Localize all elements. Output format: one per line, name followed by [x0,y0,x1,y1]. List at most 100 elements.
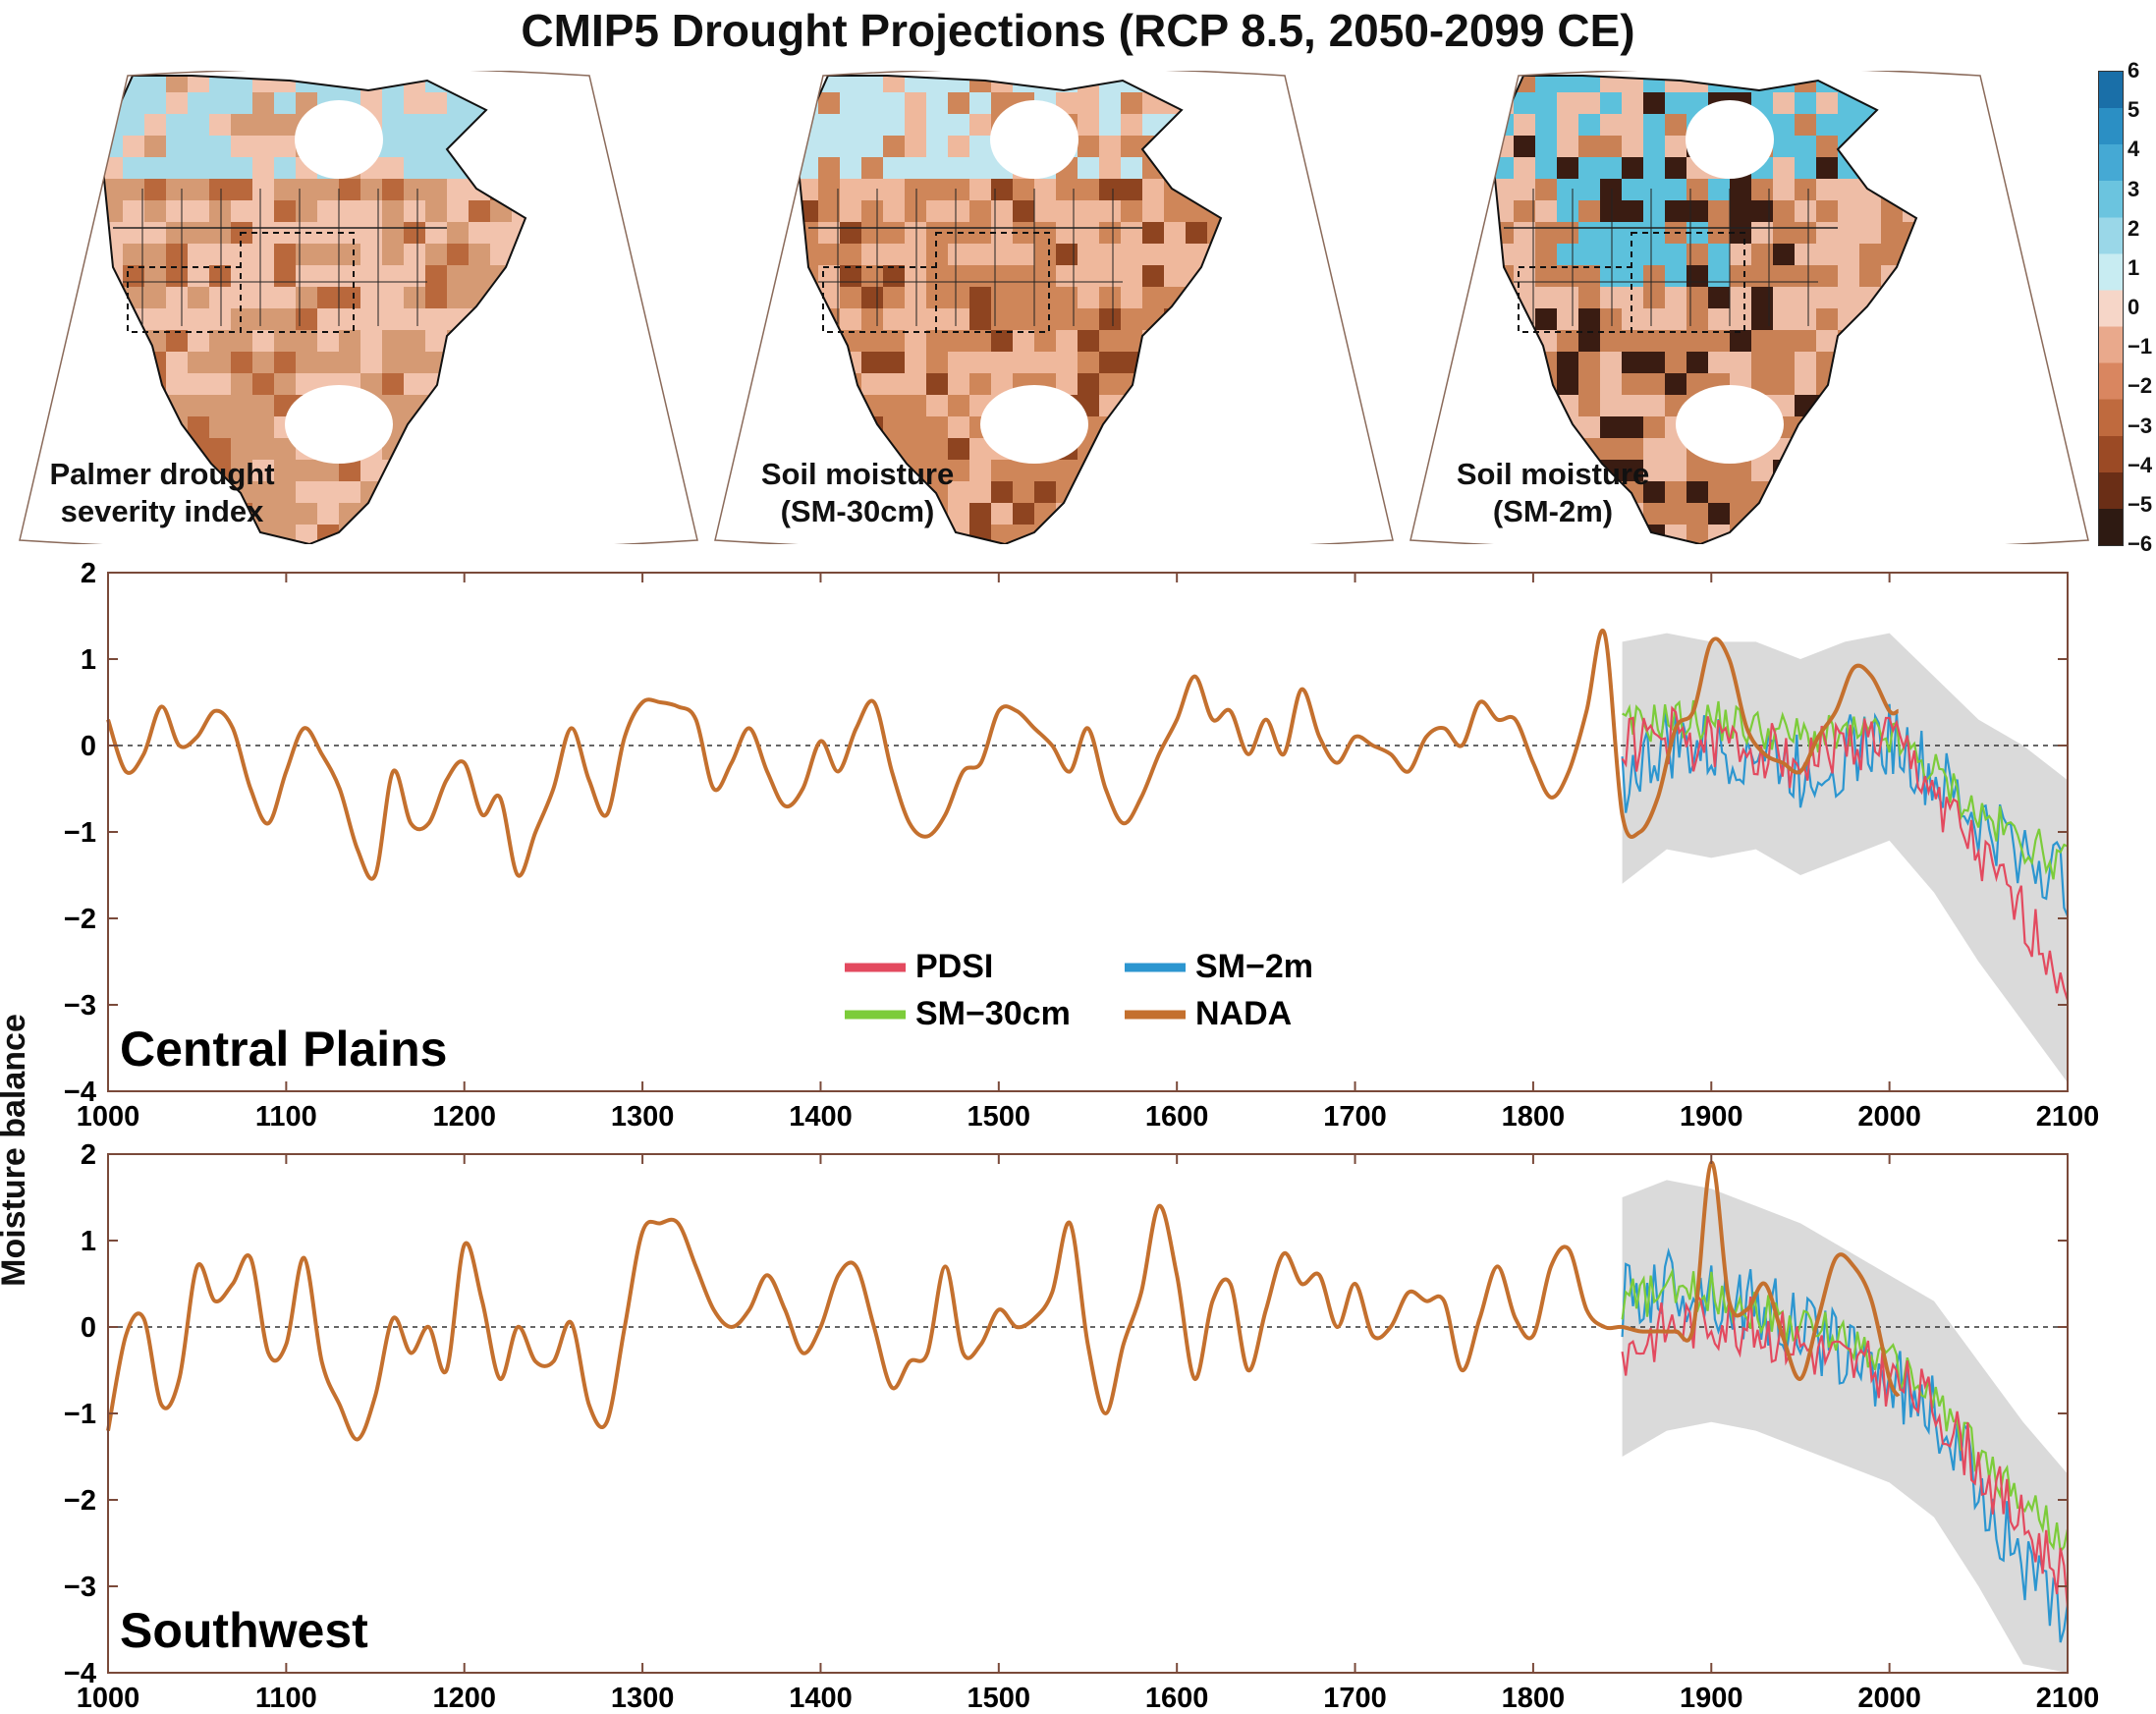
legend: PDSI SM−30cm SM−2m NADA [845,948,1313,1032]
map-sm30 [714,71,1394,544]
x-tick-label: 2100 [2036,1683,2100,1714]
series-nada [106,628,1900,881]
x-tick-label: 1000 [77,1101,140,1133]
ensemble-envelope [1622,633,2068,1083]
y-tick-label: −3 [64,1572,96,1603]
map-panel-sm2m: Soil moisture (SM-2m) [1406,71,2093,544]
y-tick-label: −2 [64,1485,96,1517]
map-label-line2: (SM-2m) [1492,494,1614,528]
legend-label-sm30: SM−30cm [915,995,1071,1032]
hudson-bay [295,100,383,179]
x-tick-label: 1100 [255,1683,317,1714]
x-tick-label: 1500 [967,1101,1031,1133]
y-tick-label: 1 [81,1226,96,1257]
coastline [797,75,1223,544]
x-tick-label: 1600 [1145,1683,1209,1714]
map-sm2m [1410,71,2089,544]
colorbar-tick: 2 [2128,215,2140,241]
legend-label-nada: NADA [1195,995,1292,1032]
central-plains-region [1631,232,1745,333]
colorbar-tick: 5 [2128,97,2140,123]
x-tick-label: 1800 [1502,1683,1566,1714]
central-plains-region [240,232,355,333]
x-tick-label: 1100 [255,1101,317,1133]
x-tick-label: 1200 [432,1683,496,1714]
gulf [980,385,1088,464]
map-frame [1410,71,2089,544]
series-sm30 [1622,699,2069,880]
x-tick-label: 1200 [432,1101,496,1133]
colorbar [2098,71,2124,546]
y-tick-label: 1 [81,644,96,676]
y-tick-label: −3 [64,990,96,1022]
x-tick-label: 1400 [789,1101,853,1133]
x-tick-label: 1600 [1145,1101,1209,1133]
colorbar-tick: −3 [2128,413,2153,438]
map-label-line2: (SM-30cm) [780,494,935,528]
map-label-line1: Palmer drought [49,457,275,491]
x-tick-label: 1300 [611,1101,675,1133]
y-tick-label: 0 [81,731,96,762]
x-tick-label: 1800 [1502,1101,1566,1133]
x-tick-label: 2000 [1857,1683,1921,1714]
map-panel-pdsi: Palmer drought severity index [15,71,702,544]
gulf [285,385,393,464]
map-field [20,71,697,544]
colorbar-tick: −5 [2128,491,2153,517]
map-pdsi [19,71,698,544]
colorbar-tick: −2 [2128,373,2153,399]
y-tick-label: −4 [64,1658,96,1689]
y-tick-label: 2 [81,1139,96,1171]
map-field [1410,71,2088,544]
panel-title: Southwest [120,1603,368,1658]
legend-label-sm2m: SM−2m [1195,948,1313,985]
x-tick-label: 1900 [1680,1683,1743,1714]
series-nada [106,1160,1901,1442]
colorbar-tick: −6 [2128,531,2153,556]
map-field [715,71,1393,544]
map-label-line2: severity index [60,494,264,528]
map-frame [19,71,698,544]
figure-title: CMIP5 Drought Projections (RCP 8.5, 2050… [521,5,1635,56]
map-label-line1: Soil moisture [1456,457,1650,491]
x-tick-label: 1900 [1680,1101,1743,1133]
y-tick-label: 2 [81,558,96,589]
x-tick-label: 1400 [789,1683,853,1714]
x-tick-label: 1300 [611,1683,675,1714]
series-sm2m [1621,703,2070,916]
map-label-line1: Soil moisture [760,457,955,491]
y-tick-label: −1 [64,817,96,849]
ensemble-envelope [1622,1180,2068,1673]
x-tick-label: 1500 [967,1683,1031,1714]
coastline [101,75,527,544]
map-panel-sm30: Soil moisture (SM-30cm) [710,71,1398,544]
colorbar-tick: 1 [2128,254,2140,280]
y-tick-label: −2 [64,904,96,935]
colorbar-tick: −4 [2128,452,2153,477]
coastline [1492,75,1918,544]
gulf [1676,385,1784,464]
x-tick-label: 1700 [1323,1101,1387,1133]
x-tick-label: 2000 [1857,1101,1921,1133]
x-tick-label: 2100 [2036,1101,2100,1133]
colorbar-tick: 3 [2128,176,2140,201]
map-frame [714,71,1394,544]
hudson-bay [990,100,1078,179]
panel-title: Central Plains [120,1022,447,1077]
legend-label-pdsi: PDSI [915,948,993,985]
colorbar-tick: 4 [2128,137,2140,162]
x-tick-label: 1700 [1323,1683,1387,1714]
y-tick-label: 0 [81,1312,96,1344]
central-plains-region [935,232,1050,333]
hudson-bay [1686,100,1774,179]
x-tick-label: 1000 [77,1683,140,1714]
y-tick-label: −1 [64,1399,96,1430]
colorbar-tick: −1 [2128,334,2153,359]
colorbar-tick: 0 [2128,295,2140,319]
colorbar-tick: 6 [2128,58,2140,83]
y-tick-label: −4 [64,1077,96,1108]
series-pdsi [1621,705,2070,1001]
